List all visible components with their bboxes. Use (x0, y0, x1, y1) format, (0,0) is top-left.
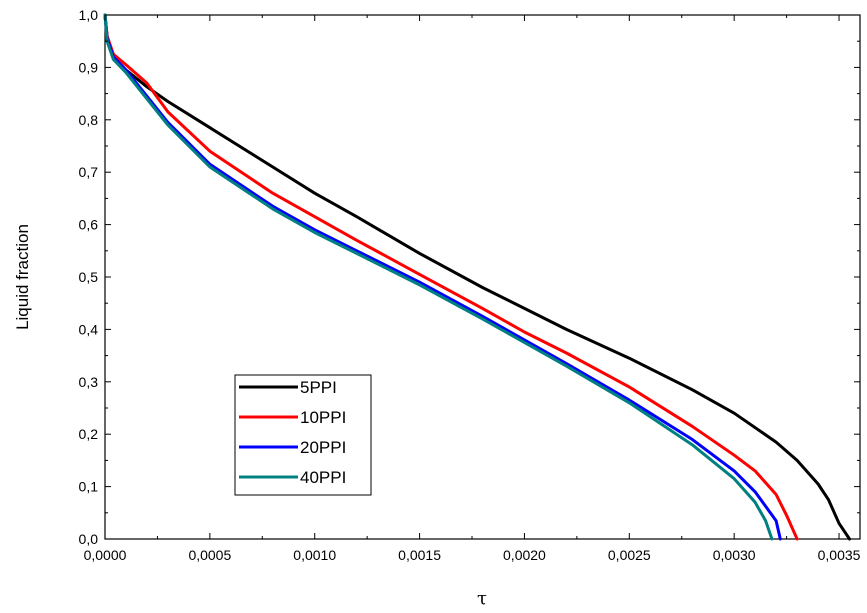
y-tick-label: 0,3 (79, 374, 99, 390)
y-tick-label: 0,2 (79, 426, 99, 442)
legend-label: 10PPI (300, 408, 346, 427)
legend-box (234, 374, 372, 496)
x-tick-label: 0,0035 (818, 547, 861, 563)
y-tick-label: 1,0 (79, 7, 99, 23)
y-tick-label: 0,4 (79, 321, 99, 337)
x-axis-title: τ (477, 588, 487, 609)
x-tick-label: 0,0000 (84, 547, 127, 563)
series-line-10ppi (103, 13, 799, 541)
y-tick-label: 0,8 (79, 112, 99, 128)
y-tick-label: 0,6 (79, 217, 99, 233)
x-tick-label: 0,0005 (188, 547, 231, 563)
series-line-40ppi (103, 13, 774, 541)
series-line-5ppi (103, 13, 851, 541)
y-tick-label: 0,0 (79, 531, 99, 547)
x-tick-label: 0,0015 (398, 547, 441, 563)
x-tick-label: 0,0010 (293, 547, 336, 563)
plot-area (104, 14, 861, 540)
x-axis: 0,0000 0,0005 0,0010 0,0015 0,0020 0,0025 0,00… (84, 15, 861, 563)
series-layer (103, 13, 851, 541)
plot-border (104, 14, 861, 540)
legend-label: 20PPI (300, 438, 346, 457)
x-tick-label: 0,0030 (713, 547, 756, 563)
legend: 5PPI 10PPI 20PPI 40PPI (234, 374, 372, 496)
x-tick-label: 0,0020 (503, 547, 546, 563)
x-tick-label: 0,0025 (608, 547, 651, 563)
y-tick-label: 0,1 (79, 479, 99, 495)
legend-label: 40PPI (300, 468, 346, 487)
legend-label: 5PPI (300, 378, 337, 397)
series-line-20ppi (103, 13, 782, 541)
y-axis: 0,0 0,1 0,2 0,3 0,4 0,5 0,6 0,7 0,8 0,9 1,0 (79, 7, 860, 547)
y-tick-label: 0,5 (79, 269, 99, 285)
y-tick-label: 0,9 (79, 59, 99, 75)
y-axis-title: Liquid fraction (13, 224, 32, 330)
y-tick-label: 0,7 (79, 164, 99, 180)
